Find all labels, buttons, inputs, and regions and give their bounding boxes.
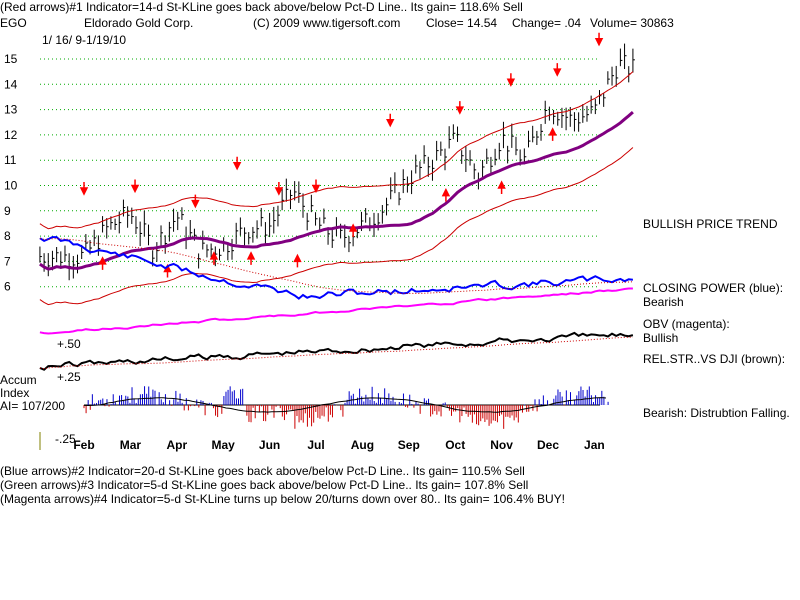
company-name: Eldorado Gold Corp. (84, 16, 194, 30)
sell-arrow (232, 156, 242, 171)
level-minus-25: -.25 (55, 432, 76, 446)
x-tick-label: Mar (120, 438, 142, 452)
level-plus-25: +.25 (57, 370, 81, 384)
y-tick-label: 6 (4, 280, 11, 294)
y-tick-label: 12 (4, 128, 18, 142)
y-tick-label: 8 (4, 229, 11, 243)
close-value: Close= 14.54 (426, 16, 498, 30)
relstr-label: REL.STR..VS DJI (brown): (643, 352, 786, 366)
header-line-1: (Red arrows)#1 Indicator=14-d St-KLine g… (0, 0, 523, 14)
y-tick-label: 11 (4, 153, 17, 167)
trend-label: BULLISH PRICE TREND (643, 217, 778, 231)
x-tick-label: Apr (166, 438, 187, 452)
buy-arrow (246, 251, 256, 265)
lower-band-line (39, 147, 634, 306)
buy-arrow (441, 187, 451, 202)
obv-label: OBV (magenta): (643, 317, 730, 331)
volume-value: Volume= 30863 (590, 16, 674, 30)
sell-arrow (79, 182, 89, 196)
closing-power-ma-line (39, 237, 633, 295)
index-label: Index (0, 386, 30, 400)
closing-power-value: Bearish (643, 295, 684, 309)
sell-arrow (274, 182, 284, 196)
y-tick-label: 14 (4, 77, 18, 91)
copyright-text: (C) 2009 www.tigersoft.com (253, 16, 401, 30)
x-tick-label: Jul (307, 438, 324, 452)
sell-arrow (311, 179, 321, 194)
sell-arrow (386, 113, 395, 128)
x-tick-label: Feb (73, 438, 94, 452)
x-tick-label: May (212, 438, 236, 452)
sell-arrow (553, 63, 562, 77)
y-tick-label: 13 (4, 103, 18, 117)
closing-power-label: CLOSING POWER (blue): (643, 281, 784, 295)
y-tick-label: 7 (4, 254, 11, 268)
level-plus-50: +.50 (57, 337, 81, 351)
footer-line-2: (Green arrows)#3 Indicator=5-d St-KLine … (0, 478, 529, 492)
footer-line-1: (Blue arrows)#2 Indicator=20-d St-KLine … (0, 464, 525, 478)
ticker-symbol: EGO (0, 16, 27, 30)
obv-value: Bullish (643, 331, 679, 345)
sell-arrow (594, 32, 604, 47)
x-tick-label: Jun (259, 438, 280, 452)
accum-note: Bearish: Distrubtion Falling. (643, 406, 790, 420)
buy-arrow (348, 223, 358, 238)
change-value: Change= .04 (512, 16, 582, 30)
date-range: 1/ 16/ 9-1/19/10 (42, 33, 127, 47)
buy-arrow (209, 251, 219, 265)
y-tick-label: 9 (4, 204, 11, 218)
obv-line (39, 287, 633, 335)
relstr-ma-line (39, 336, 633, 370)
footer-line-3: (Magenta arrows)#4 Indicator=5-d St-KLin… (0, 492, 565, 506)
moving-average-line (39, 110, 634, 271)
sell-arrow (130, 179, 140, 194)
x-tick-label: Sep (398, 438, 420, 452)
sell-arrow (191, 194, 200, 209)
y-tick-label: 10 (4, 179, 18, 193)
sell-arrow (455, 101, 465, 115)
buy-arrow (548, 127, 557, 141)
y-tick-label: 15 (4, 52, 18, 66)
buy-arrow (98, 256, 107, 270)
relative-strength-line (39, 331, 634, 371)
x-tick-label: Dec (537, 438, 559, 452)
sell-arrow (506, 73, 516, 87)
upper-band-line (39, 71, 634, 230)
ai-value: AI= 107/200 (0, 399, 66, 413)
x-tick-label: Oct (445, 438, 465, 452)
accum-ma-line (83, 397, 607, 413)
closing-power-line (39, 236, 633, 300)
x-tick-label: Nov (490, 438, 513, 452)
x-tick-label: Jan (584, 438, 605, 452)
x-tick-label: Aug (351, 438, 374, 452)
buy-arrow (497, 180, 506, 195)
accum-label: Accum (0, 373, 37, 387)
buy-arrow (293, 253, 302, 268)
